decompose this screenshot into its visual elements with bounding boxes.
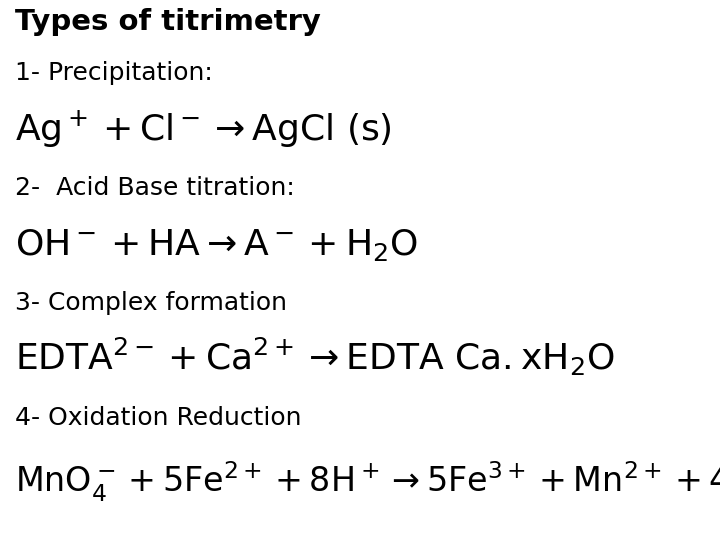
Text: $\mathregular{MnO_4^- + 5Fe^{2+} + 8H^+ \rightarrow 5Fe^{3+} + Mn^{2+}+4H_2O}$: $\mathregular{MnO_4^- + 5Fe^{2+} + 8H^+ …	[15, 459, 720, 503]
Text: Types of titrimetry: Types of titrimetry	[15, 8, 321, 36]
Text: 1- Precipitation:: 1- Precipitation:	[15, 61, 212, 85]
Text: $\mathregular{OH^- + HA \rightarrow A^- + H_2O}$: $\mathregular{OH^- + HA \rightarrow A^- …	[15, 227, 418, 263]
Text: 4- Oxidation Reduction: 4- Oxidation Reduction	[15, 406, 302, 430]
Text: $\mathregular{EDTA^{2-} + Ca^{2+} \rightarrow EDTA\ Ca.xH_2O}$: $\mathregular{EDTA^{2-} + Ca^{2+} \right…	[15, 336, 615, 378]
Text: $\mathregular{Ag^+  + Cl^-  \rightarrow  AgCl\ (s)}$: $\mathregular{Ag^+ + Cl^- \rightarrow Ag…	[15, 108, 392, 150]
Text: 2-  Acid Base titration:: 2- Acid Base titration:	[15, 176, 294, 200]
Text: 3- Complex formation: 3- Complex formation	[15, 291, 287, 315]
